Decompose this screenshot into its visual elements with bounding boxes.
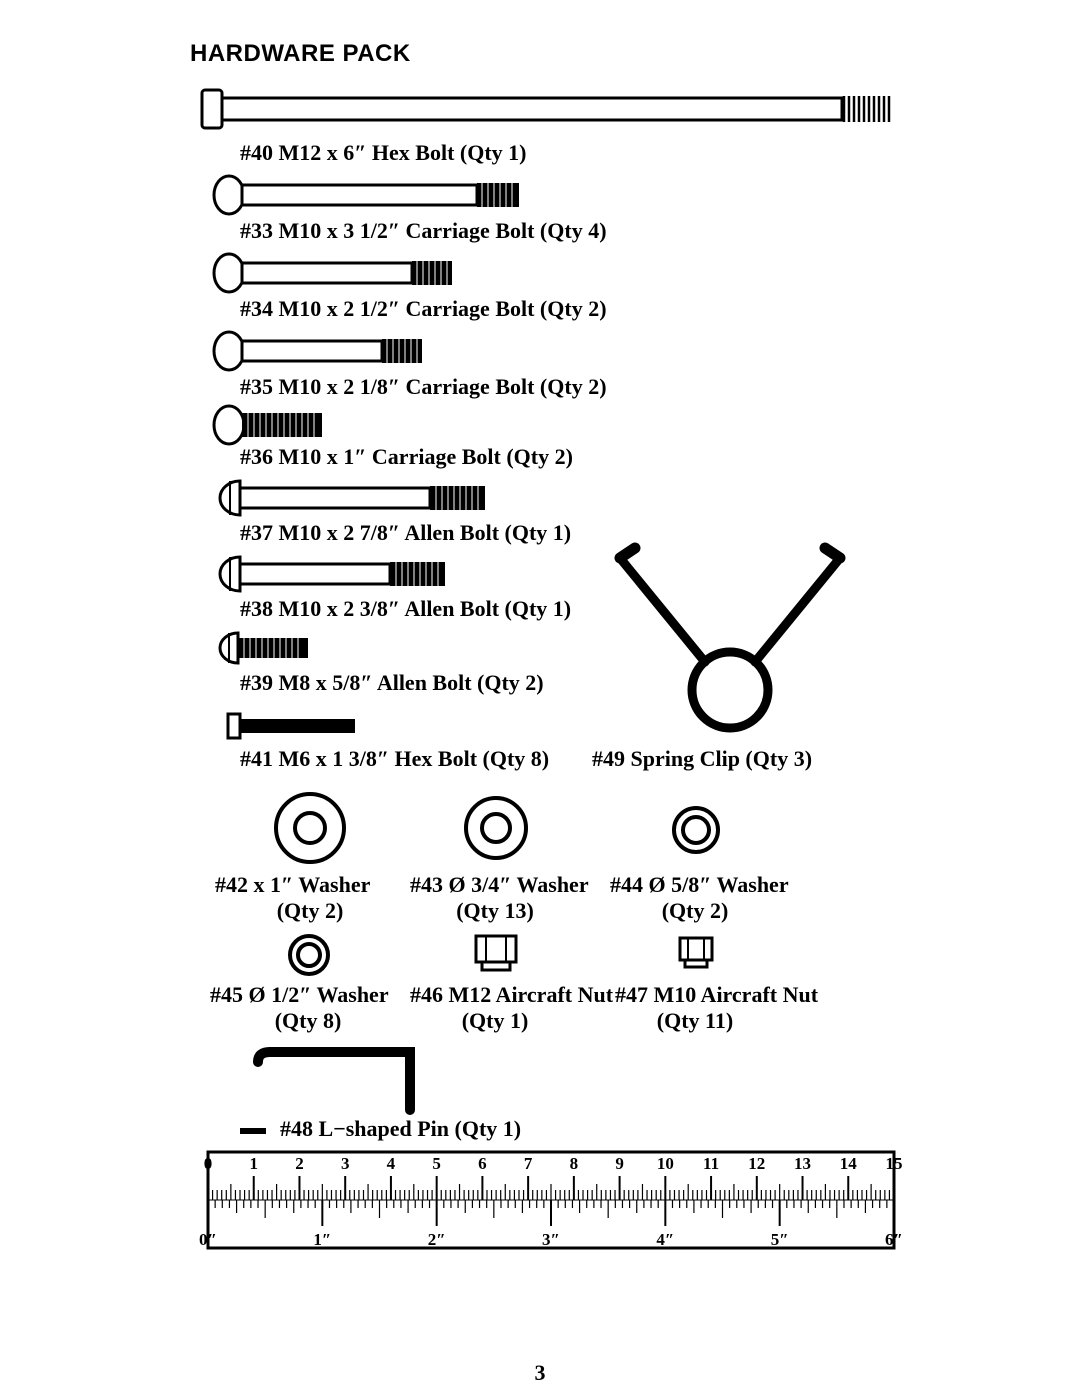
item-43-label: #43 Ø 3/4″ Washer: [410, 872, 589, 898]
item-46-label: #46 M12 Aircraft Nut: [410, 982, 613, 1008]
item-35-label: #35 M10 x 2 1/8″ Carriage Bolt (Qty 2): [240, 374, 607, 400]
carriage-bolt-35-icon: [212, 330, 442, 372]
item-36-label: #36 M10 x 1″ Carriage Bolt (Qty 2): [240, 444, 573, 470]
carriage-bolt-36-icon: [212, 404, 342, 446]
item-38-label: #38 M10 x 2 3/8″ Allen Bolt (Qty 1): [240, 596, 571, 622]
ruler-cm-11: 11: [701, 1154, 721, 1174]
ruler-in-1: 1″: [308, 1230, 336, 1250]
ruler-in-5: 5″: [766, 1230, 794, 1250]
item-44-qty: (Qty 2): [645, 898, 745, 924]
spring-clip-49-icon: [610, 540, 850, 740]
ruler-cm-15: 15: [884, 1154, 904, 1174]
page-number: 3: [0, 1360, 1080, 1386]
ruler-cm-14: 14: [838, 1154, 858, 1174]
ruler-in-4: 4″: [651, 1230, 679, 1250]
ruler-in-2: 2″: [423, 1230, 451, 1250]
allen-bolt-37-icon: [218, 478, 498, 518]
page-title: HARDWARE PACK: [190, 40, 411, 68]
nut-46-icon: [472, 932, 520, 976]
l-pin-48-icon: [250, 1042, 450, 1120]
washer-42-icon: [270, 788, 350, 868]
washer-43-icon: [460, 792, 532, 864]
item-45-label: #45 Ø 1/2″ Washer: [210, 982, 389, 1008]
item-42-qty: (Qty 2): [260, 898, 360, 924]
item-40-label: #40 M12 x 6″ Hex Bolt (Qty 1): [240, 140, 527, 166]
item-39-label: #39 M8 x 5/8″ Allen Bolt (Qty 2): [240, 670, 544, 696]
item-44-label: #44 Ø 5/8″ Washer: [610, 872, 789, 898]
item-42-label: #42 x 1″ Washer: [215, 872, 370, 898]
ruler-cm-9: 9: [610, 1154, 630, 1174]
ruler-cm-10: 10: [655, 1154, 675, 1174]
ruler-cm-13: 13: [793, 1154, 813, 1174]
allen-bolt-38-icon: [218, 554, 458, 594]
ruler-cm-0: 0: [198, 1154, 218, 1174]
ruler-in-6: 6″: [880, 1230, 908, 1250]
ruler-cm-4: 4: [381, 1154, 401, 1174]
carriage-bolt-34-icon: [212, 252, 472, 294]
ruler-in-3: 3″: [537, 1230, 565, 1250]
small-mark-icon: [240, 1124, 266, 1138]
item-45-qty: (Qty 8): [258, 1008, 358, 1034]
allen-bolt-39-icon: [218, 630, 328, 666]
item-47-label: #47 M10 Aircraft Nut: [615, 982, 818, 1008]
item-33-label: #33 M10 x 3 1/2″ Carriage Bolt (Qty 4): [240, 218, 607, 244]
ruler-cm-12: 12: [747, 1154, 767, 1174]
ruler-cm-1: 1: [244, 1154, 264, 1174]
ruler-cm-2: 2: [289, 1154, 309, 1174]
item-34-label: #34 M10 x 2 1/2″ Carriage Bolt (Qty 2): [240, 296, 607, 322]
item-46-qty: (Qty 1): [445, 1008, 545, 1034]
ruler-cm-7: 7: [518, 1154, 538, 1174]
item-49-label: #49 Spring Clip (Qty 3): [592, 746, 812, 772]
washer-45-icon: [286, 932, 332, 978]
item-43-qty: (Qty 13): [445, 898, 545, 924]
ruler-cm-6: 6: [472, 1154, 492, 1174]
washer-44-icon: [670, 804, 722, 856]
ruler-cm-8: 8: [564, 1154, 584, 1174]
hex-bolt-40-icon: [200, 84, 900, 134]
ruler-in-0: 0″: [194, 1230, 222, 1250]
nut-47-icon: [676, 934, 716, 974]
item-37-label: #37 M10 x 2 7/8″ Allen Bolt (Qty 1): [240, 520, 571, 546]
carriage-bolt-33-icon: [212, 174, 542, 216]
item-47-qty: (Qty 11): [645, 1008, 745, 1034]
ruler-cm-5: 5: [427, 1154, 447, 1174]
item-41-label: #41 M6 x 1 3/8″ Hex Bolt (Qty 8): [240, 746, 549, 772]
item-48-label: #48 L−shaped Pin (Qty 1): [280, 1116, 521, 1142]
ruler-cm-3: 3: [335, 1154, 355, 1174]
hex-bolt-41-icon: [226, 712, 366, 740]
